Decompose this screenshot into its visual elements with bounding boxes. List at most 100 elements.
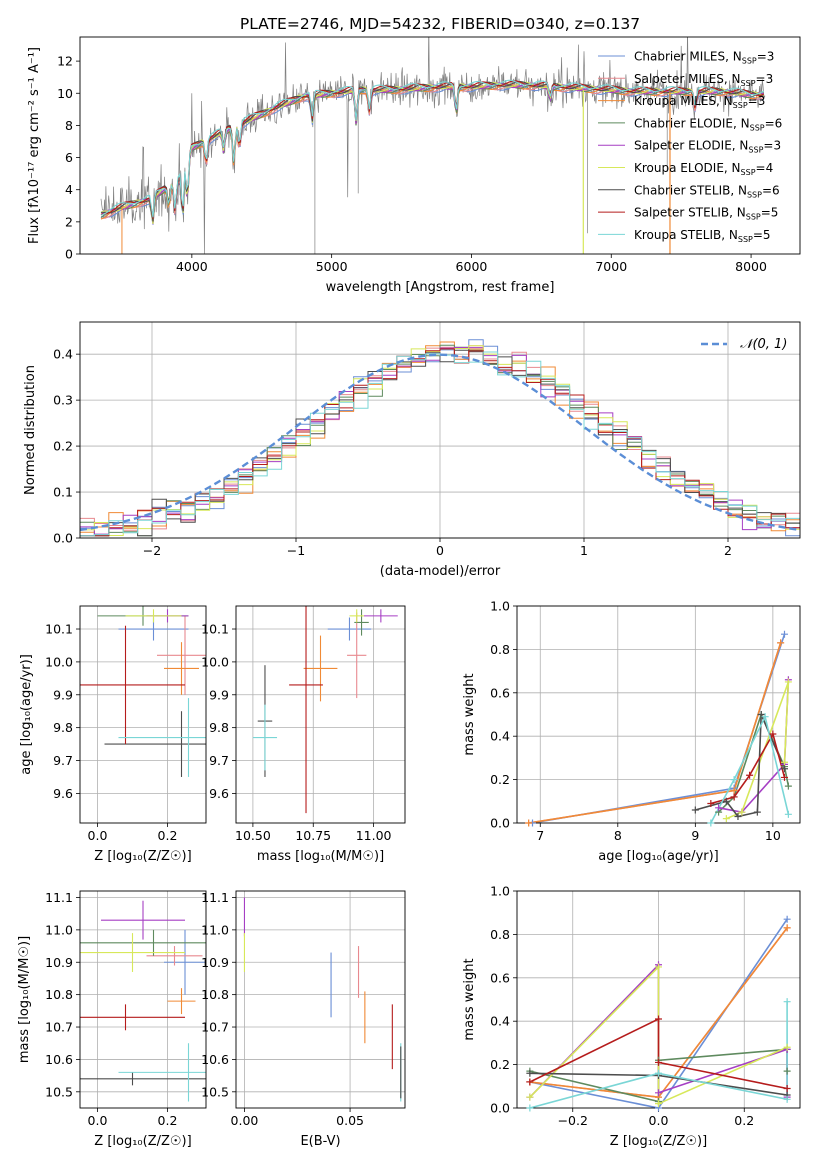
marker-kroupa_stelib — [655, 1069, 662, 1077]
x-tick-label: −1 — [287, 543, 305, 558]
axes-frame — [79, 321, 801, 539]
x-tick-label: 5000 — [316, 259, 348, 274]
x-tick-label: 0.00 — [231, 1113, 259, 1128]
legend-entry-chabrier_elodie: Chabrier ELODIE, NSSP=6 — [634, 116, 782, 132]
legend-subscript: SSP — [733, 101, 748, 110]
x-axis-label: mass [log₁₀(M/M☉)] — [257, 849, 384, 864]
axes-frame — [235, 890, 406, 1109]
chart-mass-vs-ebv: 0.00 0.05 10.5 10.6 10.7 10.8 10.9 11.0 11.1 E(B-… — [201, 890, 406, 1149]
y-axis-label: Normed distribution — [23, 365, 38, 495]
legend-subscript: SSP — [741, 168, 756, 177]
x-tick-label: 10.75 — [295, 828, 331, 843]
marker-chabrier_stelib — [722, 797, 730, 805]
y-tick-label: 9.7 — [53, 753, 73, 768]
y-tick-label: 0.6 — [490, 970, 510, 985]
legend-entry-salpeter_elodie: Salpeter ELODIE, NSSP=3 — [634, 139, 781, 155]
data-spectrum — [100, 37, 766, 254]
x-tick-label: 11.00 — [356, 828, 392, 843]
y-tick-label: 9.9 — [209, 687, 229, 702]
marker-salpeter_stelib — [769, 730, 777, 738]
plot-area — [80, 900, 206, 1102]
y-tick-label: 10.8 — [201, 987, 229, 1002]
marker-kroupa_elodie — [655, 1100, 662, 1108]
y-tick-label: 11.1 — [45, 890, 73, 905]
plot-area — [252, 606, 398, 814]
marker-salpeter_stelib — [730, 793, 738, 801]
marker-chabrier_stelib — [526, 1069, 534, 1077]
x-axis-label: Z [log₁₀(Z/Z☉)] — [94, 849, 191, 864]
marker-salpeter_stelib — [655, 1058, 662, 1066]
y-tick-label: 10.7 — [201, 1020, 229, 1035]
y-axis-label: Flux [fλ10⁻¹⁷ erg cm⁻² s⁻¹ A⁻¹] — [27, 47, 42, 244]
marker-chabrier_stelib — [780, 765, 788, 773]
x-axis-label: age [log₁₀(age/yr)] — [598, 849, 719, 864]
marker-kroupa_miles — [730, 786, 738, 794]
marker-chabrier_elodie — [783, 1067, 791, 1075]
legend-tail: =3 — [756, 72, 774, 86]
y-tick-label: 10.5 — [201, 1084, 229, 1099]
marker-kroupa_elodie — [722, 815, 730, 823]
y-tick-label: 9.8 — [53, 720, 73, 735]
marker-chabrier_stelib — [757, 711, 765, 718]
y-tick-label: 0.4 — [490, 1014, 510, 1029]
y-tick-label: 11.0 — [201, 922, 229, 937]
y-tick-label: 9.9 — [53, 687, 73, 702]
legend-entry-chabrier_miles: Chabrier MILES, NSSP=3 — [634, 50, 774, 66]
legend-tail: =3 — [763, 139, 781, 153]
x-tick-label: 0.2 — [734, 1113, 754, 1128]
marker-salpeter_elodie — [655, 1089, 662, 1097]
legend-tail: =3 — [748, 94, 766, 108]
marker-salpeter_stelib — [526, 1078, 534, 1086]
marker-chabrier_stelib — [691, 806, 699, 814]
x-tick-label: 10.50 — [235, 828, 271, 843]
x-axis-label: (data-model)/error — [380, 564, 501, 579]
legend-text: Chabrier ELODIE, N — [634, 116, 750, 130]
y-tick-label: 9.8 — [209, 720, 229, 735]
y-tick-label: 0 — [65, 247, 73, 262]
x-tick-label: 0.0 — [649, 1113, 669, 1128]
plot-area — [80, 606, 206, 777]
y-tick-label: 2 — [65, 214, 73, 229]
marker-chabrier_stelib — [734, 812, 742, 820]
x-axis-label: Z [log₁₀(Z/Z☉)] — [94, 1134, 191, 1149]
y-tick-label: 4 — [65, 182, 73, 197]
marker-salpeter_stelib — [780, 773, 788, 781]
y-tick-label: 11.1 — [201, 890, 229, 905]
legend-text: Salpeter MILES, N — [634, 72, 741, 86]
legend-tail: =5 — [753, 228, 771, 242]
marker-salpeter_stelib — [655, 1015, 662, 1023]
y-tick-label: 0.2 — [53, 439, 73, 454]
y-tick-label: 10.6 — [45, 1052, 73, 1067]
y-axis-label: mass weight — [462, 958, 477, 1040]
y-tick-label: 0.4 — [53, 347, 73, 362]
axes-frame — [79, 36, 801, 255]
legend-tail: =3 — [757, 50, 775, 64]
marker-kroupa_miles — [525, 819, 533, 827]
y-tick-label: 0.0 — [490, 1101, 510, 1116]
x-tick-label: 9 — [691, 828, 699, 843]
y-axis-label: mass weight — [462, 673, 477, 755]
y-tick-label: 0.6 — [490, 685, 510, 700]
x-tick-label: 8 — [614, 828, 622, 843]
x-tick-label: 1 — [580, 543, 588, 558]
model-spectrum-salpeter_stelib — [100, 80, 764, 219]
y-tick-label: 10.0 — [45, 654, 73, 669]
marker-chabrier_stelib — [753, 808, 761, 816]
marker-kroupa_elodie — [738, 808, 746, 816]
marker-salpeter_stelib — [707, 799, 715, 807]
x-axis-label: wavelength [Angstrom, rest frame] — [326, 280, 555, 295]
x-tick-label: −2 — [143, 543, 161, 558]
legend-entry-kroupa_miles: Kroupa MILES, NSSP=3 — [634, 94, 765, 110]
x-tick-label: 7000 — [595, 259, 627, 274]
x-tick-label: 0.0 — [88, 828, 108, 843]
y-tick-label: 0.0 — [490, 816, 510, 831]
model-spectrum-kroupa_stelib — [100, 79, 764, 218]
y-tick-label: 0.4 — [490, 729, 510, 744]
legend-normal-label: 𝒩(0, 1) — [740, 337, 787, 352]
series-kroupa_stelib — [710, 714, 790, 823]
marker-kroupa_stelib — [784, 810, 792, 818]
marker-chabrier_miles — [780, 630, 788, 638]
legend-text: Kroupa STELIB, N — [634, 228, 738, 242]
x-tick-label: −0.2 — [558, 1113, 588, 1128]
